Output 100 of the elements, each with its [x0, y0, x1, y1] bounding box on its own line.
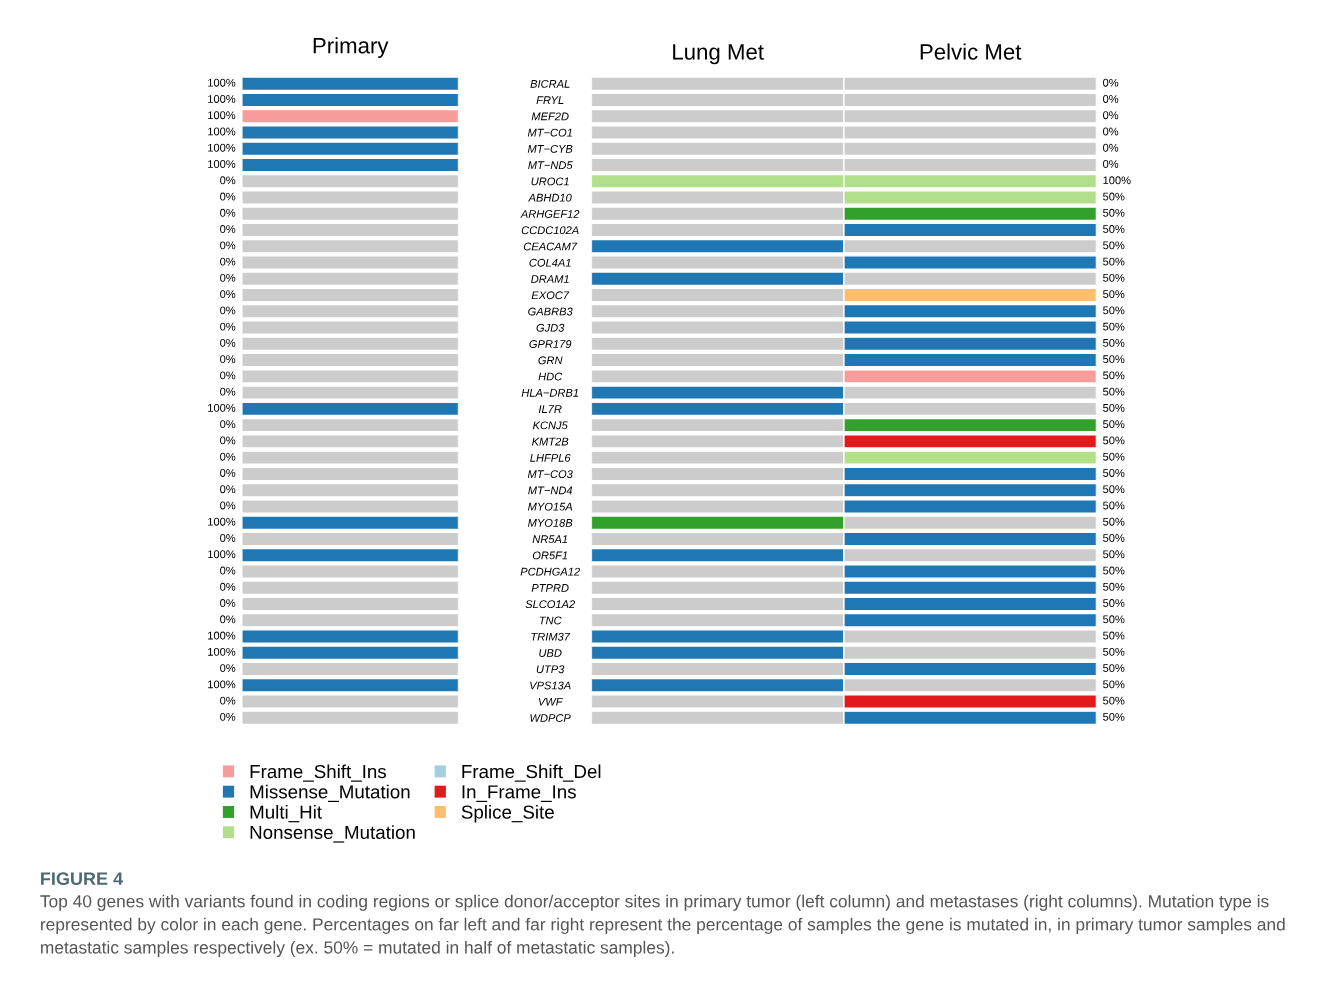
text: 50%: [1103, 550, 1125, 559]
y-tick-label: KCNJ5: [532, 421, 568, 430]
text: 100%: [208, 143, 236, 152]
legend-label: Frame_Shift_Del: [462, 764, 601, 782]
text: 50%: [1103, 208, 1125, 217]
text: 0%: [220, 273, 236, 282]
y-tick-label: PTPRD: [531, 584, 569, 592]
y-tick-label: VWF: [538, 697, 564, 706]
text: 50%: [1103, 517, 1125, 526]
text: 50%: [1103, 501, 1125, 510]
y-tick-label: TNC: [539, 616, 562, 625]
text: 100%: [208, 95, 236, 103]
y-tick-label: FRYL: [536, 96, 564, 104]
y-tick-label: PCDHGA12: [520, 567, 580, 576]
series-label: Pelvic Met: [920, 43, 1022, 60]
text: 100%: [208, 127, 236, 136]
text: 50%: [1103, 696, 1125, 705]
y-tick-label: ARHGEF12: [520, 210, 580, 218]
y-tick-label: MT−CO1: [527, 128, 572, 137]
text: 0%: [220, 225, 236, 233]
text: 0%: [220, 371, 236, 380]
text: 50%: [1103, 566, 1125, 575]
text: 0%: [220, 192, 236, 201]
text: 100%: [208, 403, 236, 412]
text: 0%: [220, 322, 236, 331]
text: 0%: [1103, 127, 1119, 136]
text: 100%: [1103, 176, 1131, 185]
y-tick-label: MT−CYB: [527, 144, 573, 153]
text: 50%: [1103, 338, 1125, 347]
text: 0%: [220, 355, 236, 364]
text: 50%: [1103, 241, 1125, 250]
text: 50%: [1103, 631, 1125, 640]
text: 0%: [220, 501, 236, 510]
text: 50%: [1103, 420, 1125, 429]
text: 100%: [208, 78, 236, 87]
y-tick-label: HDC: [538, 372, 563, 381]
y-tick-label: UROC1: [531, 177, 569, 186]
y-tick-label: MT−ND4: [528, 486, 573, 495]
y-tick-label: GPR179: [529, 340, 572, 348]
text: 0%: [220, 290, 236, 299]
y-tick-label: UTP3: [536, 665, 565, 674]
y-tick-label: CEACAM7: [523, 242, 578, 251]
text: 0%: [220, 387, 236, 396]
text: 50%: [1103, 680, 1125, 689]
text: 0%: [220, 452, 236, 461]
text: 0%: [220, 615, 236, 624]
text: 50%: [1103, 273, 1125, 282]
text: 0%: [220, 582, 236, 591]
text: 100%: [208, 680, 236, 689]
text: 0%: [1103, 78, 1119, 87]
text: 100%: [208, 517, 236, 526]
text: 50%: [1103, 485, 1125, 494]
text: 50%: [1103, 387, 1125, 396]
y-tick-label: MYO15A: [527, 502, 573, 511]
text: 0%: [220, 712, 236, 721]
text: 50%: [1103, 192, 1125, 201]
y-tick-label: DRAM1: [531, 275, 569, 283]
y-tick-label: BICRAL: [530, 79, 570, 88]
y-tick-label: UBD: [539, 649, 562, 657]
y-tick-label: ABHD10: [528, 193, 572, 202]
chart-title: Primary: [313, 37, 389, 58]
text: 50%: [1103, 712, 1125, 721]
y-tick-label: MEF2D: [531, 112, 569, 121]
text: 0%: [1103, 95, 1119, 103]
text: 50%: [1103, 534, 1125, 542]
text: 0%: [220, 485, 236, 494]
text: 0%: [1103, 143, 1119, 152]
text: 50%: [1103, 257, 1125, 266]
text: 50%: [1103, 322, 1125, 331]
text: 50%: [1103, 306, 1125, 315]
legend-label: In_Frame_Ins: [462, 785, 576, 802]
y-tick-label: MT−ND5: [528, 161, 573, 170]
text: 100%: [208, 550, 236, 559]
caption: FIGURE 4: [41, 872, 124, 886]
text: 100%: [208, 631, 236, 640]
y-tick-label: KMT2B: [531, 437, 569, 446]
text: 0%: [220, 664, 236, 673]
y-tick-label: COL4A1: [529, 258, 571, 267]
y-tick-label: VPS13A: [530, 681, 571, 690]
text: 50%: [1103, 371, 1125, 380]
text: 50%: [1103, 355, 1125, 364]
legend-label: Frame_Shift_Ins: [250, 764, 386, 782]
legend-label: Missense_Mutation: [250, 784, 410, 802]
text: 0%: [220, 306, 236, 315]
text: 0%: [220, 566, 236, 575]
text: 100%: [208, 160, 236, 168]
text: Top 40 genes with variants found in coding regions or splice donor/acceptor sites in primary tumor (left column) and metastases (right columns). Mutation type is represented by color in each gene. Percentages on far left and far right represent the percentage of samples the gene is mutated in, in primary tumor samples and metastatic samples respectively (ex. 50% = mutated in half of metastatic samples).: [40, 894, 1285, 958]
text: 50%: [1103, 664, 1125, 673]
text: 0%: [220, 469, 236, 477]
y-tick-label: TRIM37: [531, 632, 571, 641]
text: 0%: [220, 420, 236, 429]
y-tick-label: NR5A1: [532, 535, 568, 544]
y-tick-label: IL7R: [538, 405, 562, 413]
y-tick-label: LHFPL6: [530, 453, 571, 462]
text: 0%: [220, 696, 236, 705]
y-tick-label: HLA−DRB1: [521, 388, 579, 397]
text: 0%: [1103, 111, 1119, 120]
y-tick-label: GJD3: [536, 323, 565, 332]
text: 0%: [220, 257, 236, 266]
y-tick-label: GABRB3: [528, 307, 573, 316]
